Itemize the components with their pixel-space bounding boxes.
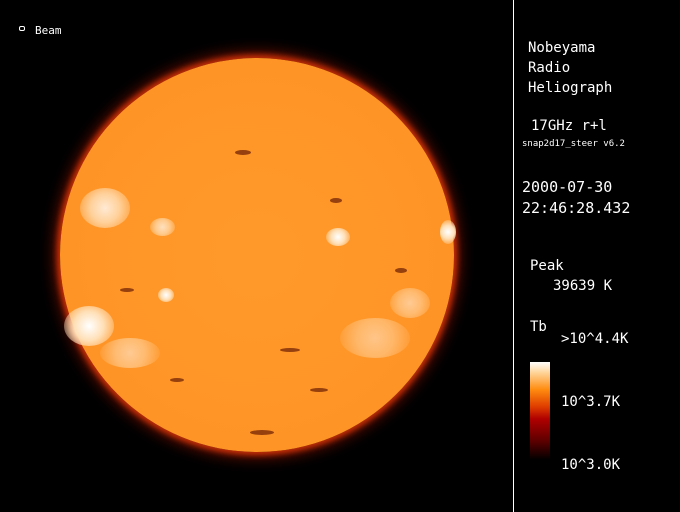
instrument-name: Nobeyama Radio Heliograph xyxy=(528,40,613,96)
observation-time: 22:46:28.432 xyxy=(522,199,631,217)
solar-disk-image xyxy=(60,58,456,452)
beam-label: Beam xyxy=(35,24,62,37)
peak-value: 39639 K xyxy=(553,278,613,294)
observation-date: 2000-07-30 xyxy=(522,178,613,196)
frequency-label: 17GHz r+l xyxy=(531,118,607,134)
software-version: snap2d17_steer v6.2 xyxy=(522,139,625,149)
colorbar-mid-label: 10^3.7K xyxy=(561,394,621,410)
colorbar-max-label: >10^4.4K xyxy=(561,331,629,347)
colorbar xyxy=(530,362,550,460)
colorbar-title: Tb xyxy=(530,319,547,335)
panel-divider xyxy=(513,0,514,512)
colorbar-min-label: 10^3.0K xyxy=(561,457,621,473)
peak-label: Peak xyxy=(530,258,564,274)
beam-ellipse-icon xyxy=(19,26,25,31)
